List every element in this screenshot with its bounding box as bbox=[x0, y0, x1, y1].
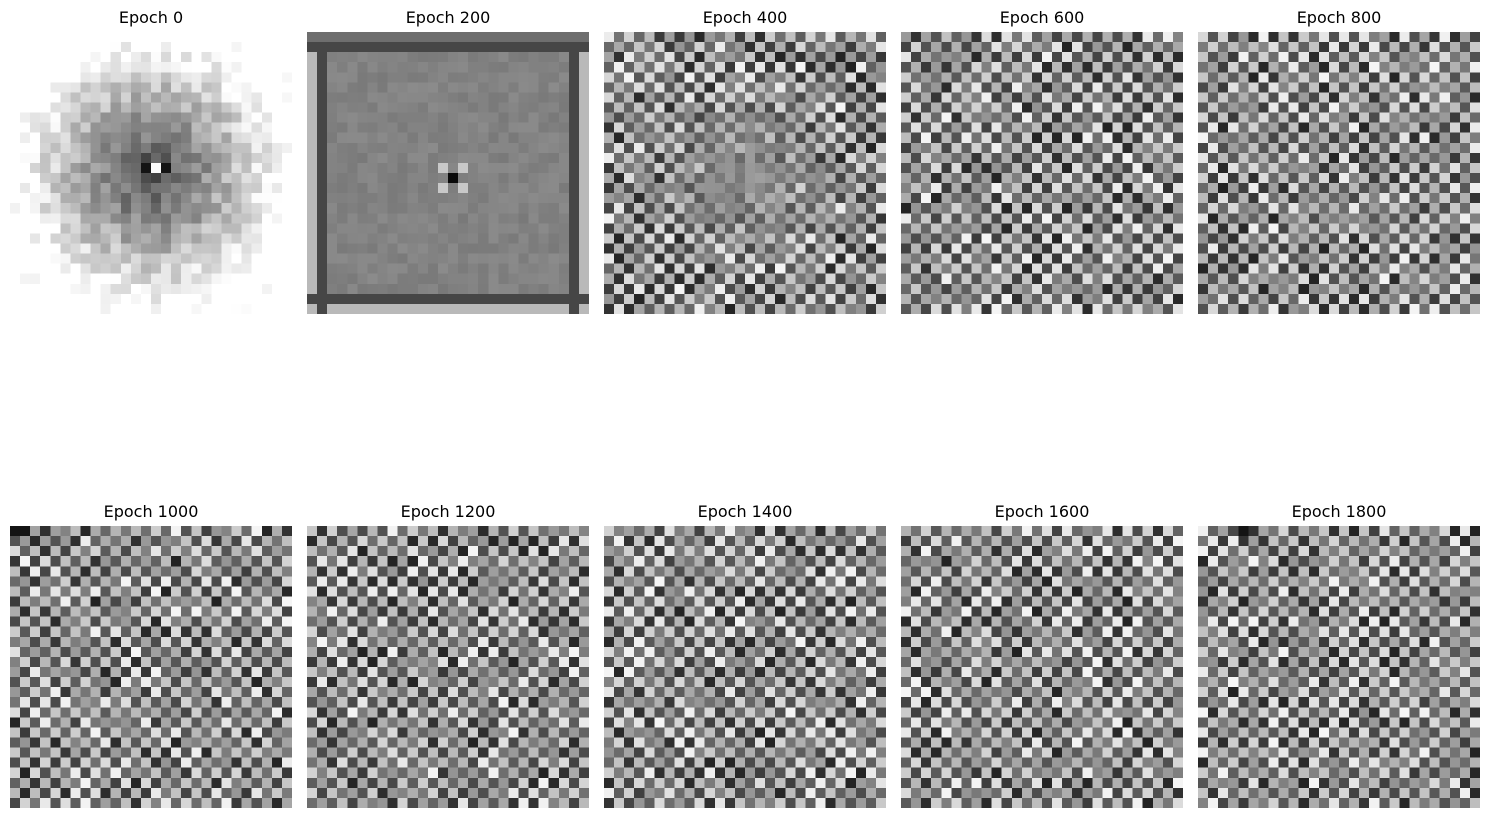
panel-image bbox=[307, 32, 589, 314]
panel-title: Epoch 400 bbox=[702, 8, 788, 27]
panel-title: Epoch 200 bbox=[405, 8, 491, 27]
panel-title: Epoch 1600 bbox=[994, 502, 1090, 521]
panel-title: Epoch 800 bbox=[1296, 8, 1382, 27]
panel-title: Epoch 1200 bbox=[400, 502, 496, 521]
panel-image bbox=[1198, 526, 1480, 808]
panel-image bbox=[604, 526, 886, 808]
panel-image bbox=[901, 526, 1183, 808]
panel-image bbox=[307, 526, 589, 808]
panel-title: Epoch 1800 bbox=[1291, 502, 1387, 521]
panel-image bbox=[901, 32, 1183, 314]
panel-title: Epoch 0 bbox=[118, 8, 184, 27]
panel-image bbox=[1198, 32, 1480, 314]
panel-image bbox=[604, 32, 886, 314]
panel-image bbox=[10, 526, 292, 808]
panel-title: Epoch 1400 bbox=[697, 502, 793, 521]
panel-title: Epoch 600 bbox=[999, 8, 1085, 27]
panel-title: Epoch 1000 bbox=[103, 502, 199, 521]
panel-image bbox=[10, 32, 292, 314]
